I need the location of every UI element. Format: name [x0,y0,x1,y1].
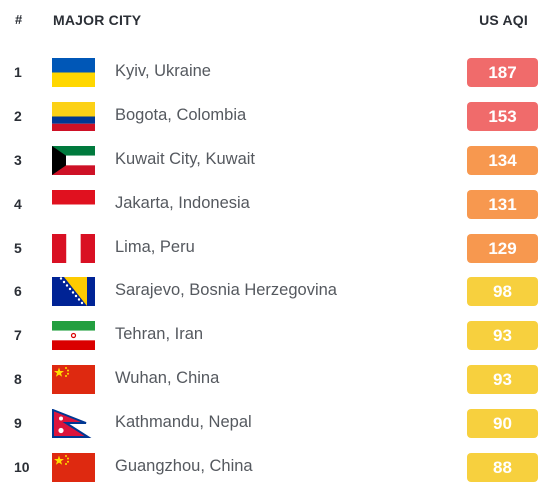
city-name-link[interactable]: Jakarta, Indonesia [115,193,250,212]
city-name-link[interactable]: Kuwait City, Kuwait [115,149,255,168]
city-name-link[interactable]: Wuhan, China [115,369,220,388]
city-name-link[interactable]: Kyiv, Ukraine [115,62,211,80]
table-row[interactable]: 6 Sarajevo, Bosnia Herzegovina 98 [0,270,553,314]
table-row[interactable]: 4 Jakarta, Indonesia 131 [0,183,553,227]
rank-number: 5 [14,239,22,256]
ukraine-flag-icon [52,58,95,87]
aqi-badge: 187 [467,58,538,87]
rank-number: 1 [14,64,22,80]
china-flag-icon [52,453,95,483]
table-row[interactable]: 10 Guangzhou, China 88 [0,446,553,490]
colombia-flag-icon [52,101,95,131]
nepal-flag-icon [52,409,92,439]
rank-number: 6 [14,283,22,300]
aqi-badge: 131 [467,189,538,219]
aqi-badge: 98 [467,277,538,307]
kuwait-flag-icon [52,145,95,175]
city-name-link[interactable]: Lima, Peru [115,237,195,256]
aqi-badge: 93 [467,365,538,395]
city-name-link[interactable]: Kathmandu, Nepal [115,413,252,432]
bosnia-flag-icon [52,277,95,307]
table-row[interactable]: 3 Kuwait City, Kuwait 134 [0,139,553,183]
table-row[interactable]: 8 Wuhan, China 93 [0,358,553,402]
rank-number: 3 [14,151,22,168]
peru-flag-icon [52,233,95,263]
indonesia-flag-icon [52,189,95,219]
iran-flag-icon [52,321,95,351]
city-ranking-list: 1 Kyiv, Ukraine 187 2 Bogota, Colombia 1… [0,51,553,490]
rank-number: 2 [14,107,22,124]
aqi-badge: 134 [467,145,538,175]
city-name-link[interactable]: Tehran, Iran [115,325,204,344]
aqi-badge: 153 [467,101,538,131]
rank-column-header: # [15,12,23,27]
city-column-header: MAJOR CITY [53,12,142,28]
table-row[interactable]: 5 Lima, Peru 129 [0,227,553,271]
aqi-badge: 93 [467,321,538,351]
city-name-link[interactable]: Sarajevo, Bosnia Herzegovina [115,281,337,300]
rank-number: 9 [14,415,22,432]
table-row[interactable]: 7 Tehran, Iran 93 [0,314,553,358]
aqi-badge: 129 [467,233,538,263]
aqi-badge: 90 [467,409,538,439]
table-row[interactable]: 2 Bogota, Colombia 153 [0,95,553,139]
city-name-link[interactable]: Guangzhou, China [115,457,253,476]
aqi-badge: 88 [467,453,538,483]
table-row[interactable]: 1 Kyiv, Ukraine 187 [0,51,553,95]
rank-number: 7 [14,327,22,344]
rank-number: 8 [14,371,22,388]
table-row[interactable]: 9 Kathmandu, Nepal 90 [0,402,553,446]
city-name-link[interactable]: Bogota, Colombia [115,105,247,124]
china-flag-icon [52,365,95,395]
aqi-column-header: US AQI [479,12,528,28]
rank-number: 10 [14,459,30,476]
table-header: # MAJOR CITY US AQI [0,0,553,44]
rank-number: 4 [14,195,22,212]
